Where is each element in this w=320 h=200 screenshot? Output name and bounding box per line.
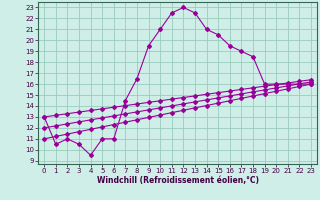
X-axis label: Windchill (Refroidissement éolien,°C): Windchill (Refroidissement éolien,°C) (97, 176, 259, 185)
